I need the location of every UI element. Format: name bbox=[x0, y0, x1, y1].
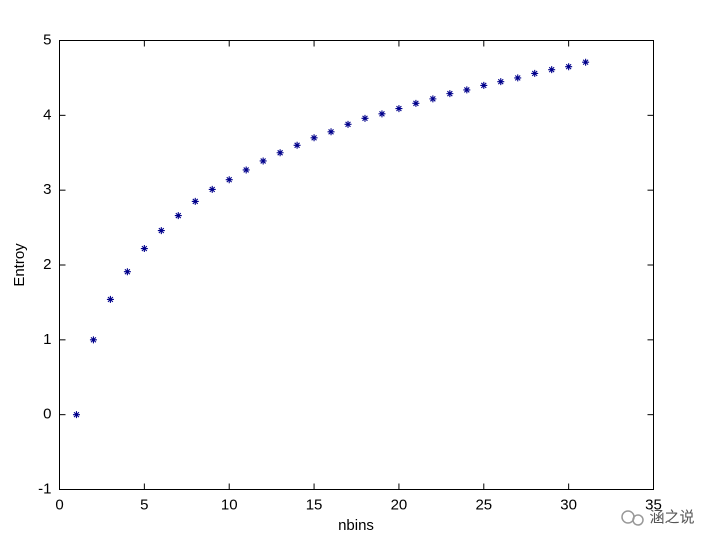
x-axis-label: nbins bbox=[338, 517, 374, 534]
x-tick-label: 0 bbox=[55, 496, 63, 513]
y-tick-label: 1 bbox=[43, 331, 51, 348]
watermark-icon bbox=[621, 510, 644, 526]
marker bbox=[361, 114, 369, 122]
y-tick-label: 0 bbox=[43, 406, 51, 423]
plot-frame bbox=[59, 40, 654, 490]
marker bbox=[259, 157, 267, 165]
marker bbox=[531, 69, 539, 77]
marker bbox=[378, 110, 386, 118]
x-tick-label: 10 bbox=[221, 496, 238, 513]
x-tick-label: 25 bbox=[475, 496, 492, 513]
marker bbox=[446, 90, 454, 98]
y-tick-label: 2 bbox=[43, 256, 51, 273]
marker bbox=[157, 227, 165, 235]
marker bbox=[412, 99, 420, 107]
marker bbox=[327, 128, 335, 136]
marker bbox=[72, 411, 80, 419]
y-tick-label: 3 bbox=[43, 181, 51, 198]
marker bbox=[276, 149, 284, 157]
x-tick-label: 35 bbox=[645, 496, 662, 513]
marker bbox=[344, 120, 352, 128]
marker bbox=[293, 141, 301, 149]
marker bbox=[140, 245, 148, 253]
x-tick-label: 30 bbox=[560, 496, 577, 513]
x-tick-label: 15 bbox=[306, 496, 323, 513]
marker bbox=[106, 295, 114, 303]
marker bbox=[191, 197, 199, 205]
y-tick-label: 4 bbox=[43, 106, 51, 123]
x-tick-label: 20 bbox=[391, 496, 408, 513]
marker bbox=[395, 105, 403, 113]
marker bbox=[242, 166, 250, 174]
marker bbox=[514, 74, 522, 82]
marker bbox=[548, 66, 556, 74]
y-tick-label: -1 bbox=[38, 480, 51, 497]
marker bbox=[123, 268, 131, 276]
watermark: 涵之说 bbox=[649, 509, 694, 526]
marker bbox=[429, 95, 437, 103]
marker bbox=[174, 212, 182, 220]
marker bbox=[480, 81, 488, 89]
marker bbox=[565, 63, 573, 71]
marker bbox=[89, 336, 97, 344]
y-axis-label: Entroy bbox=[11, 243, 28, 287]
marker bbox=[582, 58, 590, 66]
x-tick-label: 5 bbox=[140, 496, 148, 513]
marker bbox=[208, 185, 216, 193]
y-tick-label: 5 bbox=[43, 31, 51, 48]
marker bbox=[225, 176, 233, 184]
marker bbox=[310, 134, 318, 142]
marker bbox=[463, 86, 471, 94]
marker bbox=[497, 78, 505, 86]
